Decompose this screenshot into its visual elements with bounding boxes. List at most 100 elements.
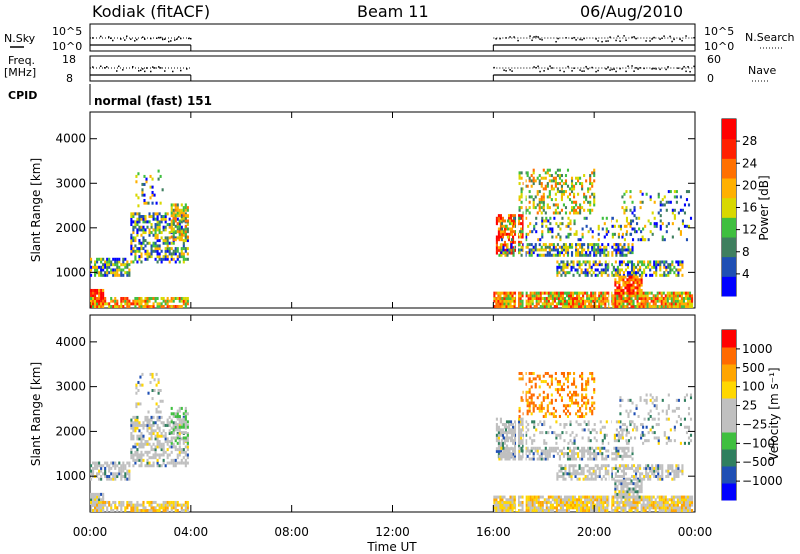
- data-cell: [557, 291, 560, 295]
- data-cell: [620, 500, 623, 504]
- data-cell: [651, 232, 654, 236]
- data-cell: [164, 503, 167, 507]
- data-cell: [157, 410, 160, 414]
- data-cell: [184, 296, 187, 300]
- data-cell: [598, 260, 601, 264]
- data-cell: [591, 446, 594, 450]
- data-cell: [663, 271, 666, 275]
- data-cell: [142, 445, 145, 449]
- data-cell: [178, 453, 181, 457]
- data-cell: [554, 414, 557, 418]
- data-cell: [630, 506, 633, 510]
- data-cell: [579, 245, 582, 249]
- data-cell: [511, 500, 514, 504]
- data-cell: [533, 425, 536, 429]
- data-cell: [112, 461, 115, 465]
- data-cell: [164, 255, 167, 259]
- data-cell: [507, 302, 510, 306]
- data-cell: [622, 302, 625, 306]
- series-point: [100, 35, 102, 38]
- data-cell: [525, 305, 528, 308]
- data-cell: [510, 452, 513, 456]
- data-cell: [180, 225, 183, 229]
- data-cell: [622, 283, 625, 287]
- data-cell: [495, 449, 498, 453]
- data-cell: [652, 500, 655, 504]
- data-cell: [562, 454, 566, 458]
- data-cell: [518, 174, 521, 178]
- data-cell: [546, 184, 549, 188]
- data-cell: [497, 227, 500, 231]
- data-cell: [511, 230, 515, 234]
- data-cell: [543, 299, 546, 303]
- series-point: [126, 35, 128, 37]
- data-cell: [495, 291, 498, 295]
- data-cell: [620, 268, 623, 272]
- data-cell: [136, 249, 139, 253]
- data-cell: [546, 253, 549, 257]
- data-cell: [628, 477, 632, 481]
- data-cell: [168, 241, 171, 245]
- data-cell: [593, 192, 596, 196]
- data-cell: [623, 243, 626, 247]
- data-cell: [614, 260, 617, 264]
- data-cell: [128, 464, 131, 468]
- data-cell: [134, 503, 137, 507]
- data-cell: [96, 498, 99, 502]
- data-cell: [170, 208, 173, 212]
- data-cell: [544, 396, 547, 400]
- data-cell: [100, 477, 103, 481]
- data-cell: [662, 296, 665, 300]
- data-cell: [647, 477, 650, 481]
- data-cell: [653, 436, 656, 440]
- data-cell: [502, 436, 506, 440]
- data-cell: [581, 396, 584, 400]
- data-cell: [641, 477, 644, 481]
- data-cell: [112, 472, 115, 476]
- data-cell: [652, 294, 655, 298]
- data-cell: [156, 440, 159, 444]
- data-cell: [186, 425, 189, 429]
- data-cell: [126, 305, 129, 308]
- data-cell: [134, 220, 137, 224]
- data-cell: [581, 235, 584, 239]
- data-cell: [632, 263, 636, 267]
- data-cell: [542, 380, 545, 384]
- data-cell: [626, 283, 629, 287]
- data-cell: [649, 474, 652, 478]
- data-cell: [682, 291, 685, 295]
- data-cell: [100, 500, 103, 504]
- data-cell: [158, 220, 161, 224]
- data-cell: [634, 487, 637, 491]
- data-cell: [532, 251, 535, 255]
- y-tick-label: 2000: [55, 221, 86, 235]
- data-cell: [148, 500, 151, 504]
- data-cell: [128, 469, 131, 473]
- data-cell: [495, 495, 498, 499]
- data-cell: [597, 248, 600, 252]
- data-cell: [591, 235, 594, 239]
- data-cell: [527, 294, 530, 298]
- data-cell: [572, 454, 576, 458]
- data-cell: [593, 171, 596, 175]
- data-cell: [630, 286, 633, 290]
- data-cell: [128, 268, 131, 272]
- data-cell: [166, 239, 169, 243]
- data-cell: [172, 503, 175, 507]
- data-cell: [644, 296, 647, 300]
- data-cell: [558, 414, 561, 418]
- data-cell: [618, 464, 621, 468]
- data-cell: [507, 500, 510, 504]
- data-cell: [560, 195, 563, 199]
- data-cell: [637, 414, 640, 418]
- data-cell: [114, 464, 117, 468]
- data-cell: [134, 461, 137, 465]
- data-cell: [604, 466, 607, 470]
- data-cell: [606, 506, 609, 510]
- data-cell: [662, 498, 665, 502]
- data-cell: [685, 393, 689, 397]
- data-cell: [168, 223, 171, 227]
- data-cell: [528, 248, 531, 252]
- data-gap: [609, 113, 612, 307]
